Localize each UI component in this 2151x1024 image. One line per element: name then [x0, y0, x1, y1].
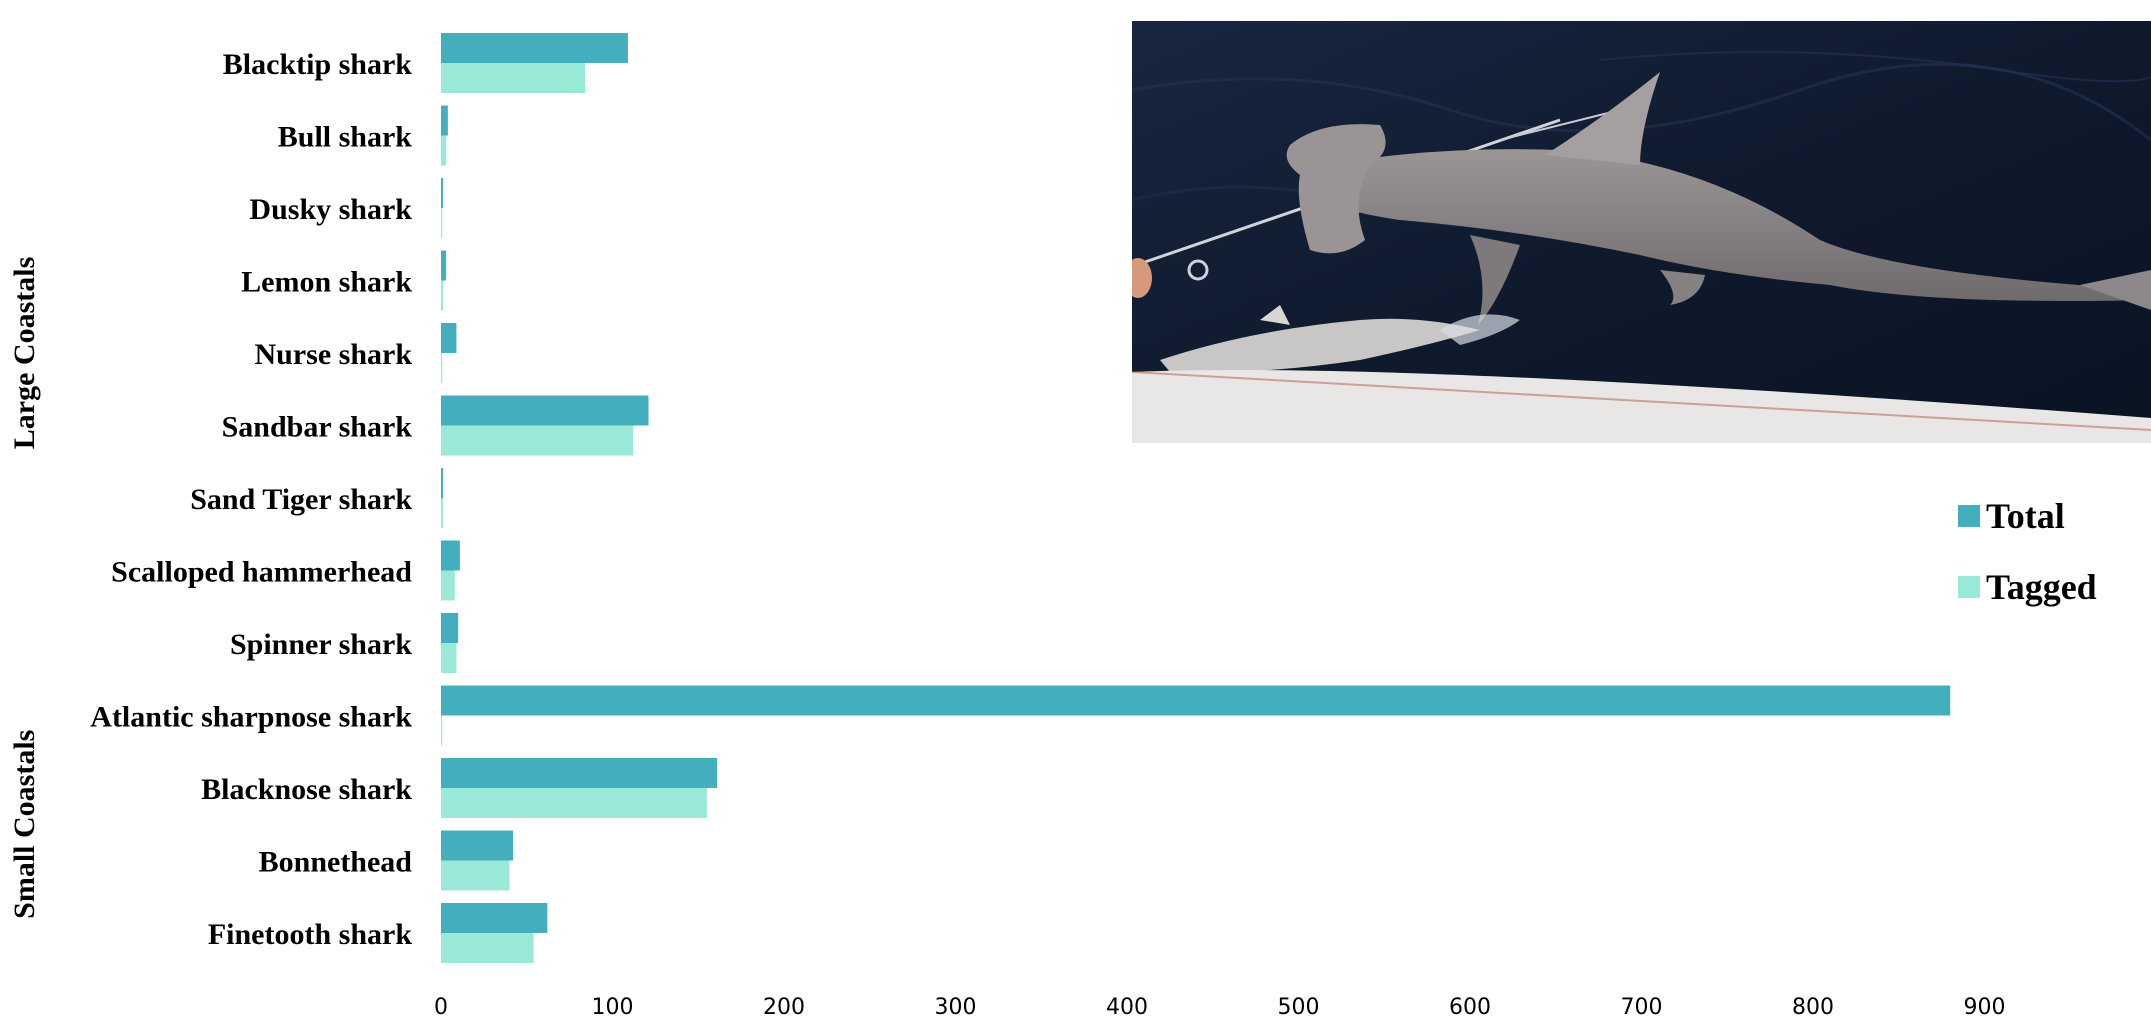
bar-tagged-blacktip-shark	[441, 63, 586, 93]
x-tick-label-100: 100	[592, 995, 634, 1020]
bar-tagged-sand-tiger-shark	[441, 498, 443, 528]
x-tick-label-200: 200	[763, 995, 805, 1020]
legend-swatch-total	[1958, 505, 1980, 527]
legend-label-tagged: Tagged	[1986, 567, 2097, 607]
x-tick-label-500: 500	[1278, 995, 1320, 1020]
bar-total-blacknose-shark	[441, 758, 718, 788]
bar-total-atlantic-sharpnose-shark	[441, 685, 1951, 716]
bar-tagged-scalloped-hammerhead	[441, 570, 455, 601]
category-label-blacktip-shark: Blacktip shark	[223, 48, 413, 81]
legend: Total Tagged	[1958, 496, 2097, 607]
x-tick-label-400: 400	[1106, 995, 1148, 1020]
group-label-large-coastals: Large Coastals	[8, 257, 41, 449]
bar-tagged-bonnethead	[441, 860, 510, 891]
bar-total-nurse-shark	[441, 323, 457, 353]
shark-photo	[1132, 21, 2151, 443]
group-labels: Large Coastals Small Coastals	[8, 257, 41, 919]
bar-tagged-blacknose-shark	[441, 788, 707, 818]
x-tick-label-900: 900	[1964, 995, 2006, 1020]
bar-total-bonnethead	[441, 830, 514, 861]
bar-tagged-nurse-shark	[441, 353, 443, 383]
category-labels: Blacktip shark Bull shark Dusky shark Lemon…	[90, 48, 412, 951]
x-tick-label-0: 0	[434, 995, 448, 1020]
bar-tagged-dusky-shark	[441, 208, 443, 238]
bar-total-blacktip-shark	[441, 33, 628, 63]
category-label-bonnethead: Bonnethead	[259, 846, 413, 879]
x-tick-label-300: 300	[935, 995, 977, 1020]
bars-layer	[441, 33, 1951, 963]
bar-tagged-bull-shark	[441, 135, 447, 166]
legend-label-total: Total	[1986, 496, 2065, 536]
category-label-bull-shark: Bull shark	[278, 121, 413, 154]
category-label-finetooth-shark: Finetooth shark	[208, 918, 413, 951]
x-tick-label-700: 700	[1621, 995, 1663, 1020]
category-label-sandbar-shark: Sandbar shark	[222, 411, 413, 444]
bar-total-spinner-shark	[441, 613, 459, 643]
bar-tagged-sandbar-shark	[441, 425, 634, 456]
category-label-nurse-shark: Nurse shark	[254, 338, 412, 371]
category-label-blacknose-shark: Blacknose shark	[201, 773, 412, 806]
bar-tagged-spinner-shark	[441, 643, 457, 673]
bar-total-sandbar-shark	[441, 395, 649, 426]
category-label-lemon-shark: Lemon shark	[241, 266, 412, 299]
category-label-dusky-shark: Dusky shark	[249, 193, 412, 226]
bar-total-dusky-shark	[441, 178, 443, 208]
bar-total-sand-tiger-shark	[441, 468, 443, 498]
bar-total-scalloped-hammerhead	[441, 540, 460, 571]
x-tick-label-600: 600	[1449, 995, 1491, 1020]
group-label-small-coastals: Small Coastals	[8, 730, 41, 919]
x-axis-ticks: 0 100 200 300 400 500 600 700 800 900	[434, 995, 2006, 1020]
category-label-spinner-shark: Spinner shark	[230, 628, 412, 661]
bar-tagged-finetooth-shark	[441, 933, 534, 963]
bar-total-finetooth-shark	[441, 903, 548, 933]
bar-tagged-atlantic-sharpnose-shark	[441, 715, 443, 746]
bar-total-bull-shark	[441, 105, 448, 136]
category-label-sand-tiger-shark: Sand Tiger shark	[190, 483, 412, 516]
legend-swatch-tagged	[1958, 576, 1980, 598]
bar-tagged-lemon-shark	[441, 280, 443, 311]
category-label-scalloped-hammerhead: Scalloped hammerhead	[111, 556, 412, 589]
category-label-atlantic-sharpnose-shark: Atlantic sharpnose shark	[90, 701, 412, 734]
bar-total-lemon-shark	[441, 250, 447, 281]
x-tick-label-800: 800	[1792, 995, 1834, 1020]
